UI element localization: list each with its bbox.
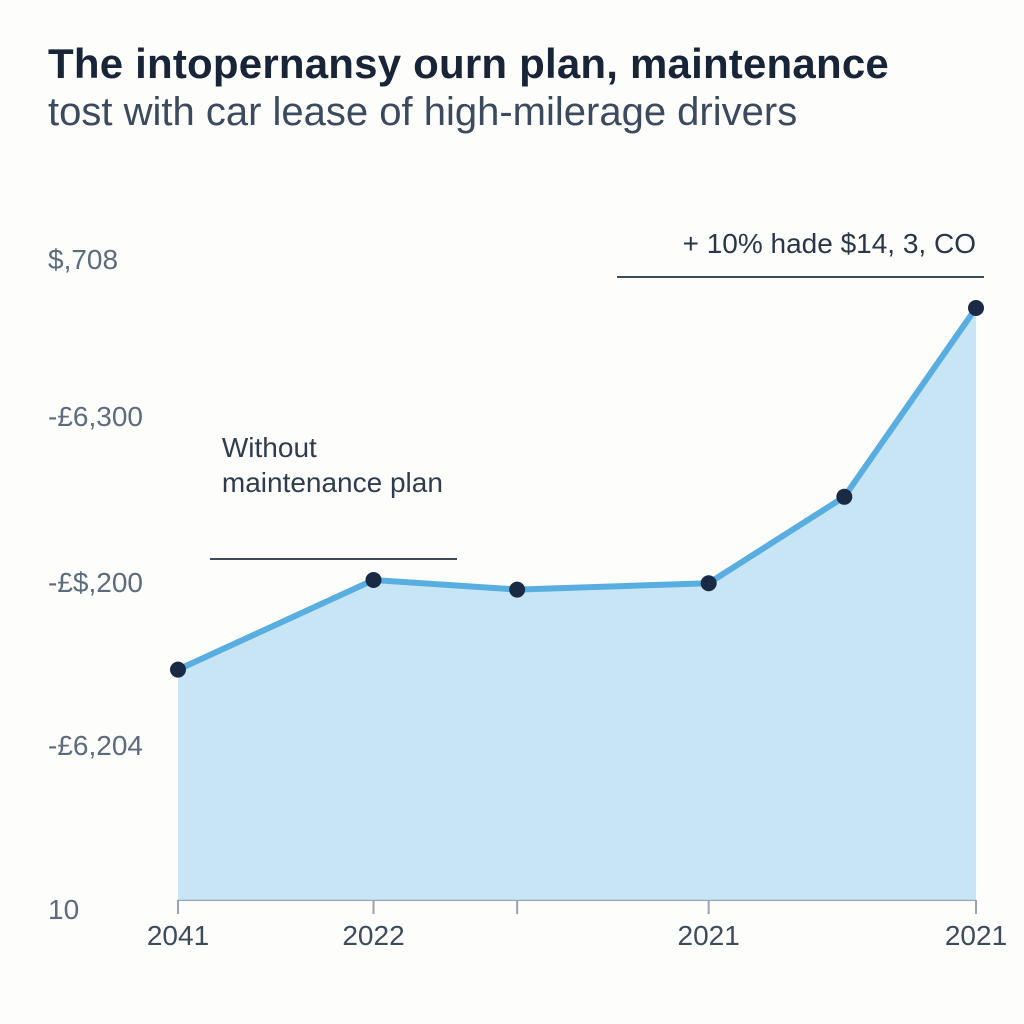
x-label: 2021 [945,920,1007,952]
x-label: 2022 [342,920,404,952]
y-label: $,708 [48,244,118,276]
annotation-rule [210,558,457,560]
title-line1: The intopernansy ourn plan, maintenance [48,40,976,88]
y-label: -£6,300 [48,401,143,433]
x-label: 2021 [678,920,740,952]
annotation-line1: Without [222,432,317,463]
top-annotation-rule [617,276,984,278]
title-line2: tost with car lease of high-milerage dri… [48,90,976,135]
chart-svg [48,220,976,920]
x-label: 2041 [147,920,209,952]
y-label: 10 [48,894,79,926]
annotation-line2: maintenance plan [222,467,443,498]
y-label: -£$,200 [48,567,143,599]
top-annotation: + 10% hade $14, 3, CO [683,226,976,261]
y-label: -£6,204 [48,730,143,762]
series-annotation: Without maintenance plan [222,430,443,500]
area-chart: $,708 -£6,300 -£$,200 -£6,204 10 2041 20… [48,220,976,980]
